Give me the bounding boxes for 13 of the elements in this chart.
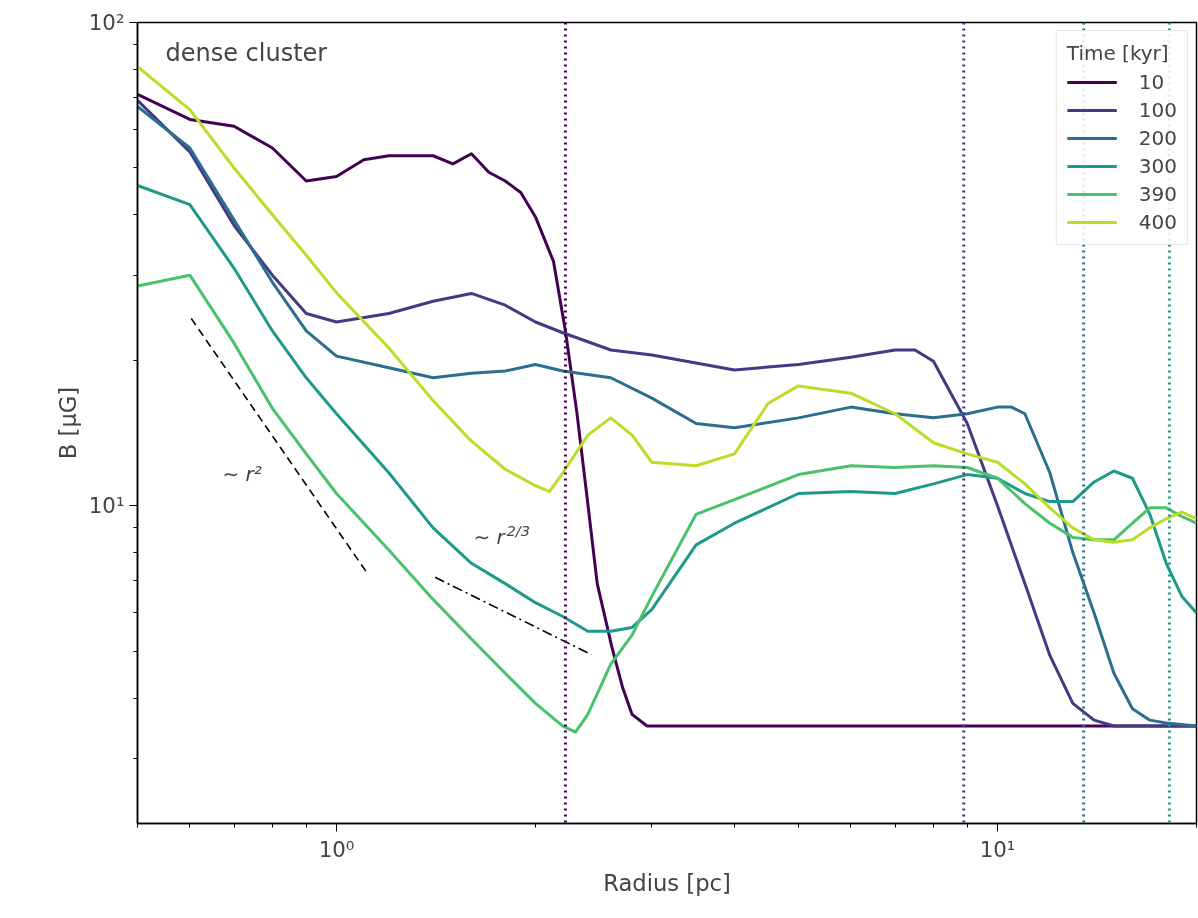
legend-title: Time [kyr] bbox=[1066, 41, 1170, 65]
legend-label: 10 bbox=[1138, 70, 1165, 94]
y-axis-title: B [μG] bbox=[54, 386, 81, 460]
annotation: ∼ r² bbox=[222, 461, 262, 486]
annotation: dense cluster bbox=[165, 38, 328, 67]
legend-label: 200 bbox=[1138, 126, 1177, 150]
legend-label: 100 bbox=[1138, 98, 1177, 122]
x-tick-label: 10⁰ bbox=[318, 836, 355, 862]
x-axis-title: Radius [pc] bbox=[603, 869, 731, 896]
legend-label: 300 bbox=[1138, 154, 1177, 178]
legend-label: 400 bbox=[1138, 210, 1177, 234]
y-tick-label: 10² bbox=[88, 10, 125, 35]
legend-label: 390 bbox=[1138, 182, 1177, 206]
